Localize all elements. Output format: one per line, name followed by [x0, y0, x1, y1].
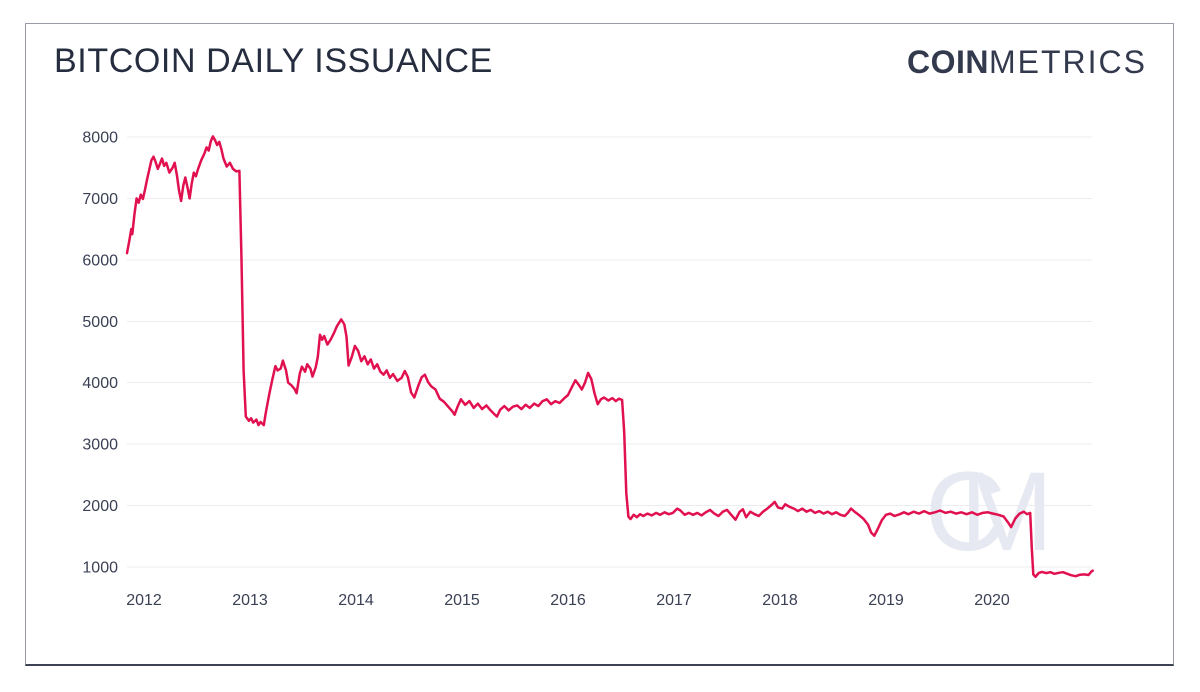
x-axis-tick-label: 2012	[126, 592, 162, 609]
y-axis-tick-label: 8000	[82, 130, 118, 147]
x-axis-tick-label: 2015	[444, 592, 480, 609]
coinmetrics-logo-coin: COIN	[907, 44, 989, 80]
y-axis-tick-label: 6000	[82, 252, 118, 269]
x-axis-tick-label: 2018	[762, 592, 798, 609]
x-axis-tick-label: 2014	[338, 592, 374, 609]
y-axis-tick-label: 7000	[82, 191, 118, 208]
y-axis-tick-label: 1000	[82, 560, 118, 577]
coinmetrics-logo-metrics: METRICS	[989, 44, 1147, 80]
chart-card	[25, 23, 1174, 666]
x-axis-tick-label: 2020	[974, 592, 1010, 609]
x-axis-tick-label: 2017	[656, 592, 692, 609]
y-axis-tick-label: 5000	[82, 314, 118, 331]
watermark-monogram-m: M	[960, 449, 1053, 574]
page-title: BITCOIN DAILY ISSUANCE	[54, 42, 493, 80]
x-axis-tick-label: 2013	[232, 592, 268, 609]
y-axis-tick-label: 4000	[82, 375, 118, 392]
y-axis-tick-label: 2000	[82, 498, 118, 515]
x-axis-tick-label: 2016	[550, 592, 586, 609]
coinmetrics-logo: COINMETRICS	[907, 46, 1147, 78]
issuance-line-series	[125, 135, 1094, 579]
y-axis-tick-label: 3000	[82, 437, 118, 454]
x-axis-tick-label: 2019	[868, 592, 904, 609]
